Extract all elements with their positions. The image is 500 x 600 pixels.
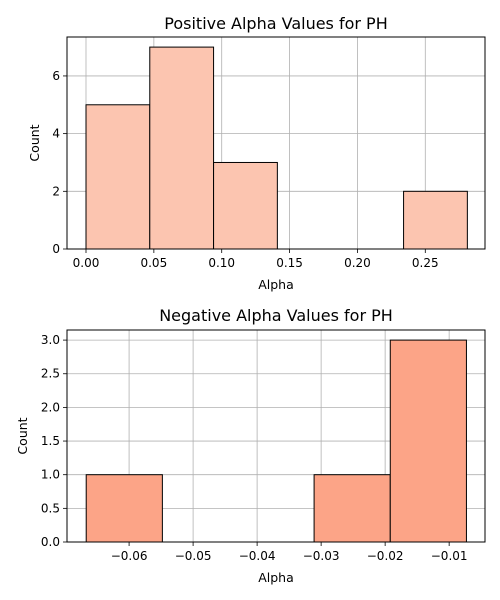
plot-frame [66,36,486,250]
x-tick-label: 0.20 [344,256,371,270]
x-tick-label: −0.02 [367,549,404,563]
y-tick-label: 2.5 [41,367,60,381]
y-axis-label: Count [27,124,42,161]
y-tick-label: 3.0 [41,333,60,347]
y-axis-label: Count [15,417,30,454]
histogram-bar [403,190,468,250]
bars [85,339,467,543]
x-tick-label: −0.04 [239,549,276,563]
x-axis-label: Alpha [258,570,294,585]
x-tick-label: 0.05 [140,256,167,270]
bars [85,46,468,250]
y-tick-label: 4 [52,127,60,141]
chart-title: Positive Alpha Values for PH [164,14,387,33]
y-tick-label: 2.0 [41,400,60,414]
histogram-bar [85,474,163,543]
histogram-bar [85,104,151,250]
x-tick-label: 0.00 [73,256,100,270]
y-ticks: 0 2 4 6 [52,69,67,256]
x-tick-label: −0.05 [175,549,212,563]
x-ticks: −0.06 −0.05 −0.04 −0.03 −0.02 −0.01 [111,542,468,563]
y-tick-label: 1.5 [41,434,60,448]
negative-alpha-histogram: Negative Alpha Values for PH −0.06 −0.05−… [15,306,486,585]
histogram-bar [313,474,391,543]
chart-title: Negative Alpha Values for PH [159,306,393,325]
x-tick-label: 0.25 [412,256,439,270]
y-tick-label: 1.0 [41,468,60,482]
y-tick-label: 2 [52,184,60,198]
plot-frame [66,329,486,543]
x-tick-label: −0.03 [303,549,340,563]
x-ticks: 0.00 0.05 0.10 0.15 0.20 0.25 [73,249,439,270]
y-tick-label: 0.5 [41,501,60,515]
histogram-bar [389,339,467,543]
positive-alpha-histogram: Positive Alpha Values for PH 0.00 0.05 0.1… [27,14,486,292]
y-tick-label: 6 [52,69,60,83]
y-tick-label: 0.0 [41,535,60,549]
x-tick-label: −0.06 [111,549,148,563]
histogram-bar [149,46,215,250]
x-axis-label: Alpha [258,277,294,292]
x-tick-label: 0.15 [276,256,303,270]
x-tick-label: −0.01 [431,549,468,563]
y-tick-label: 0 [52,242,60,256]
histogram-bar [213,161,278,250]
y-ticks: 0.0 0.5 1.0 1.5 2.0 2.5 3.0 [41,333,67,549]
x-tick-label: 0.10 [208,256,235,270]
